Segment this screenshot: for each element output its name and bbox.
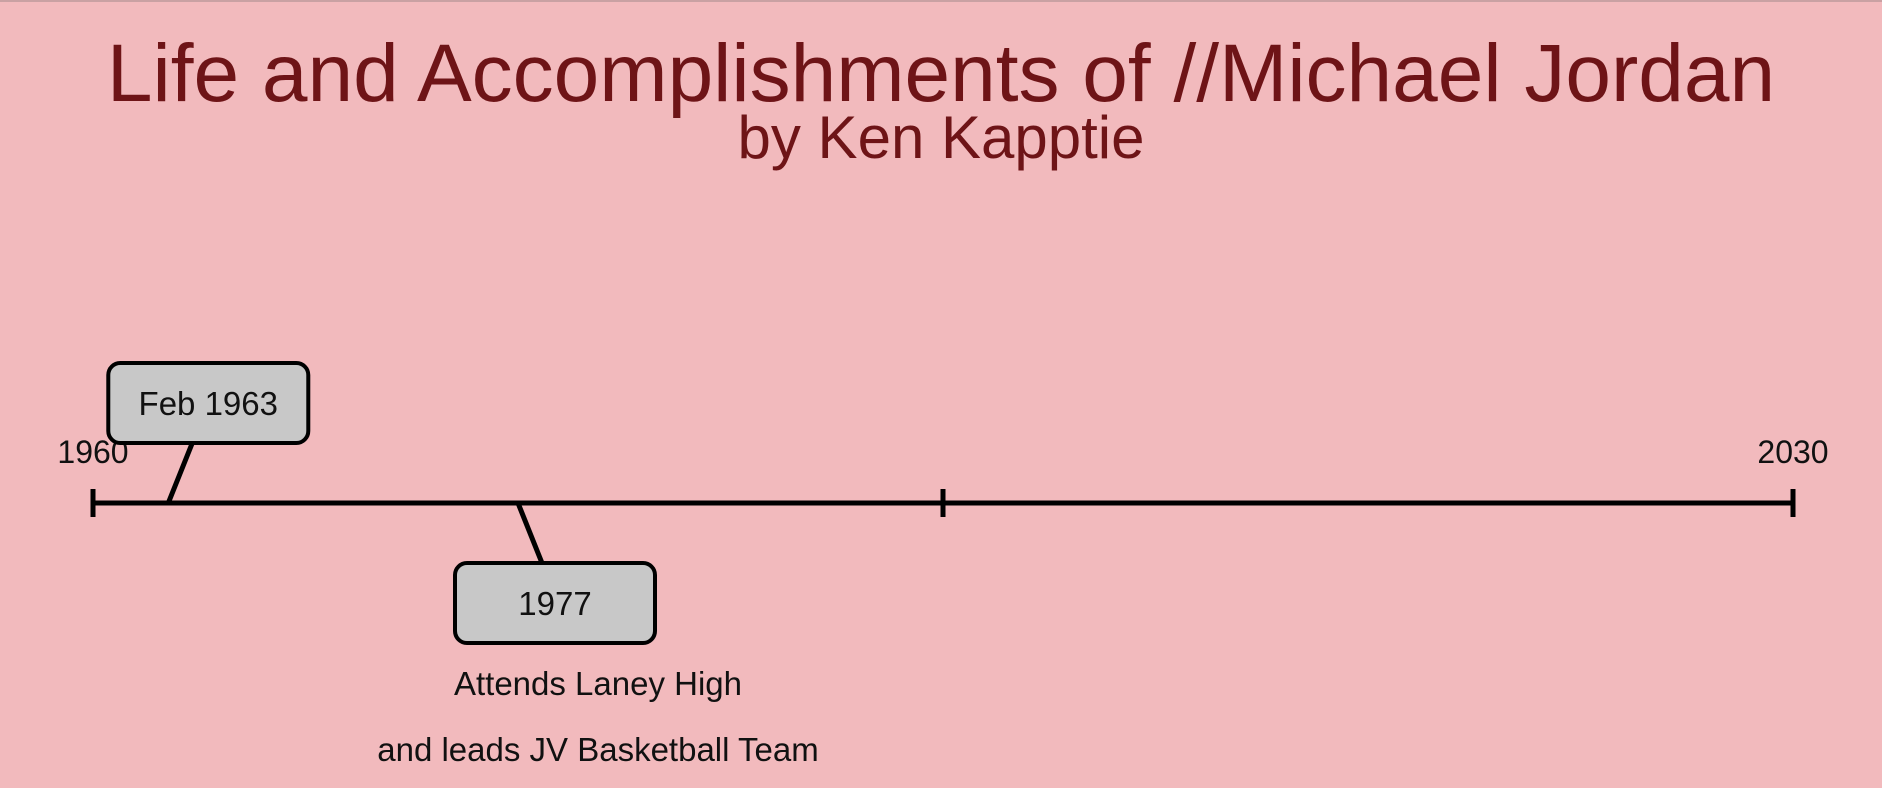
event-box (106, 361, 311, 445)
event-date-label: 1977 (518, 585, 591, 622)
page-subtitle: by Ken Kapptie (737, 104, 1145, 171)
event-description-line: and leads JV Basketball Team (377, 731, 819, 768)
top-border (0, 0, 1882, 2)
event-connector (515, 502, 545, 564)
event-description: Attends Laney High and leads JV Basketbal… (298, 651, 898, 783)
timeline-end-label: 2030 (1757, 434, 1828, 470)
event-date-label: Feb 1963 (139, 385, 278, 422)
event-description-line: Attends Laney High (453, 665, 743, 702)
event-box (453, 561, 657, 645)
event-connector (165, 442, 195, 504)
page-title: Life and Accomplishments of //Michael Jo… (106, 28, 1776, 119)
